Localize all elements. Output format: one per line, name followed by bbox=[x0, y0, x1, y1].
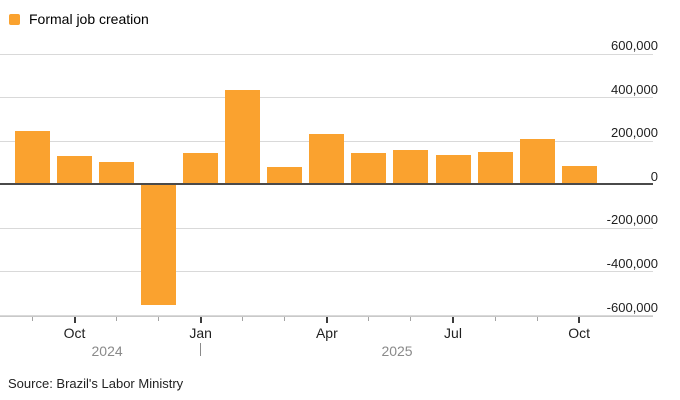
gridline-400000 bbox=[0, 97, 653, 99]
x-tick-minor bbox=[368, 316, 370, 321]
bar-jun-2025 bbox=[393, 149, 429, 185]
gridline-600000 bbox=[0, 53, 653, 55]
x-axis-label-jan: Jan bbox=[189, 325, 212, 341]
gridline--200000 bbox=[0, 227, 653, 229]
bar-sep-2024 bbox=[15, 131, 50, 185]
y-axis-label: -400,000 bbox=[606, 255, 658, 271]
x-tick-major bbox=[452, 316, 454, 323]
bar-jan-2025 bbox=[183, 153, 219, 185]
x-tick-major bbox=[325, 316, 328, 323]
y-axis-label: -600,000 bbox=[606, 299, 658, 315]
x-axis-label-oct: Oct bbox=[63, 325, 86, 341]
x-axis-label-apr: Apr bbox=[315, 325, 338, 341]
x-tick-major bbox=[578, 316, 581, 323]
x-tick-minor bbox=[116, 316, 118, 321]
x-tick-major bbox=[73, 316, 76, 323]
year-label-2024: 2024 bbox=[91, 343, 123, 359]
bar-jul-2025 bbox=[435, 155, 471, 185]
bar-mar-2025 bbox=[267, 167, 303, 185]
bar-oct-2025 bbox=[561, 166, 597, 185]
gridline--400000 bbox=[0, 271, 653, 273]
x-tick-minor bbox=[242, 316, 244, 321]
bar-dec-2024 bbox=[141, 184, 177, 305]
bar-aug-2025 bbox=[477, 152, 513, 185]
legend-swatch-icon bbox=[9, 13, 20, 25]
y-axis-label: -200,000 bbox=[606, 212, 658, 228]
y-axis-label: 400,000 bbox=[611, 81, 658, 97]
x-axis-label-oct: Oct bbox=[568, 325, 591, 341]
bar-feb-2025 bbox=[225, 89, 261, 185]
x-axis-line bbox=[0, 315, 653, 317]
legend-label: Formal job creation bbox=[29, 11, 149, 27]
legend: Formal job creation bbox=[9, 11, 149, 27]
x-tick-major bbox=[199, 316, 202, 323]
bar-apr-2025 bbox=[309, 133, 345, 185]
bar-oct-2024 bbox=[57, 156, 93, 185]
y-axis-label: 0 bbox=[650, 168, 658, 184]
zero-axis-line bbox=[0, 183, 653, 186]
year-divider bbox=[200, 343, 202, 356]
bar-sep-2025 bbox=[519, 138, 555, 185]
source-caption: Source: Brazil's Labor Ministry bbox=[8, 376, 184, 391]
y-axis-label: 600,000 bbox=[611, 38, 658, 53]
x-tick-minor bbox=[494, 316, 496, 321]
x-tick-minor bbox=[158, 316, 160, 321]
bar-nov-2024 bbox=[99, 161, 135, 185]
x-tick-minor bbox=[32, 316, 33, 321]
bar-may-2025 bbox=[351, 153, 387, 185]
year-label-2025: 2025 bbox=[381, 343, 413, 359]
x-tick-minor bbox=[410, 316, 412, 321]
x-tick-minor bbox=[536, 316, 538, 321]
y-axis-label: 200,000 bbox=[611, 125, 658, 141]
x-tick-minor bbox=[284, 316, 286, 321]
x-axis-label-jul: Jul bbox=[444, 325, 462, 341]
